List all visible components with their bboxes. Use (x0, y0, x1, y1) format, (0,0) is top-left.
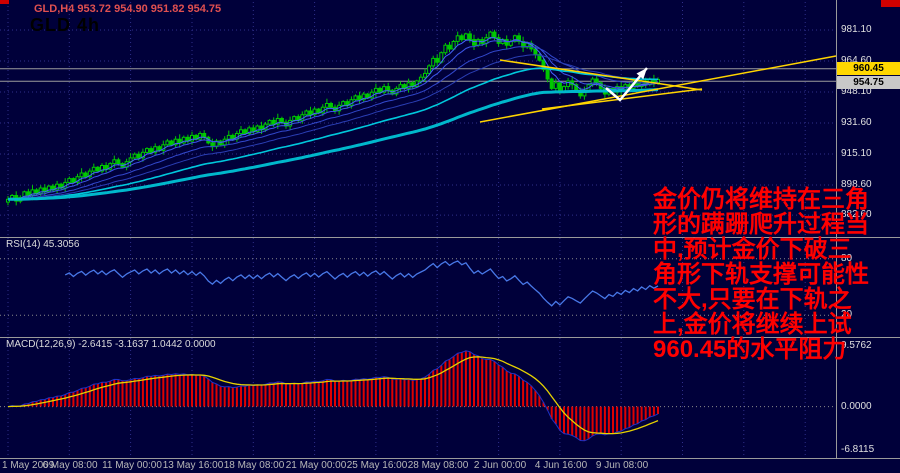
current-price-tag: 954.75 (837, 76, 900, 89)
window-frame-accent-left (0, 0, 9, 4)
annotation-line: 上,金价将继续上试 (653, 311, 852, 338)
time-axis[interactable]: 1 May 2009 6 May 08:00 11 May 00:00 13 May … (0, 458, 836, 473)
symbol-timeframe-watermark: GLD 4h (30, 15, 101, 35)
macd-axis-max-label: 9.5762 (841, 340, 872, 351)
rsi-indicator-label: RSI(14) 45.3056 (6, 239, 80, 250)
annotation-line: 960.45的水平阻力 (653, 336, 847, 363)
price-tick-label: 948.10 (841, 86, 872, 97)
rsi-level-label: 80 (841, 253, 853, 264)
rsi-level-label: 20 (841, 309, 853, 320)
annotation-line: 形的蹒跚爬升过程当 (653, 211, 869, 238)
price-tick-label: 898.60 (841, 179, 872, 190)
price-tick-label: 915.10 (841, 148, 872, 159)
time-tick-label: 11 May 00:00 (102, 460, 162, 471)
price-tick-label: 931.60 (841, 117, 872, 128)
time-tick-label: 1 May 2009 (2, 460, 55, 471)
price-tick-label: 882.60 (841, 209, 872, 220)
macd-axis-min-label: -6.8115 (841, 444, 875, 455)
annotation-line: 不大,只要在下轨之 (653, 286, 852, 313)
price-tick-label: 964.60 (841, 55, 872, 66)
annotation-line: 中,预计金价下破三 (653, 236, 852, 263)
annotation-line: 角形下轨支撑可能性 (653, 261, 869, 288)
time-tick-label: 18 May 08:00 (223, 460, 285, 471)
time-tick-label: 13 May 16:00 (162, 460, 224, 471)
macd-axis-zero-label: 0.0000 (841, 401, 872, 412)
analysis-annotation: 金价仍将维持在三角 形的蹒跚爬升过程当 中,预计金价下破三 角形下轨支撑可能性 不大,只… (653, 187, 869, 362)
time-tick-label: 6 May 08:00 (42, 460, 98, 471)
resistance-price-tag: 960.45 (837, 62, 900, 75)
price-tick-label: 981.10 (841, 24, 872, 35)
chart-symbol-ohlc-title: GLD,H4 953.72 954.90 951.82 954.75 (34, 3, 222, 15)
window-frame-accent-right (881, 0, 900, 7)
annotation-line: 金价仍将维持在三角 (653, 186, 869, 213)
time-tick-label: 4 Jun 16:00 (534, 460, 588, 471)
time-tick-label: 2 Jun 00:00 (473, 460, 527, 471)
time-tick-label: 21 May 00:00 (285, 460, 347, 471)
time-tick-label: 28 May 08:00 (407, 460, 469, 471)
macd-indicator-label: MACD(12,26,9) -2.6415 -3.1637 1.0442 0.0… (6, 339, 216, 350)
price-axis[interactable]: 981.10 964.60 948.10 931.60 915.10 898.60 882.… (837, 0, 900, 458)
time-tick-label: 9 Jun 08:00 (595, 460, 649, 471)
time-tick-label: 25 May 16:00 (346, 460, 408, 471)
